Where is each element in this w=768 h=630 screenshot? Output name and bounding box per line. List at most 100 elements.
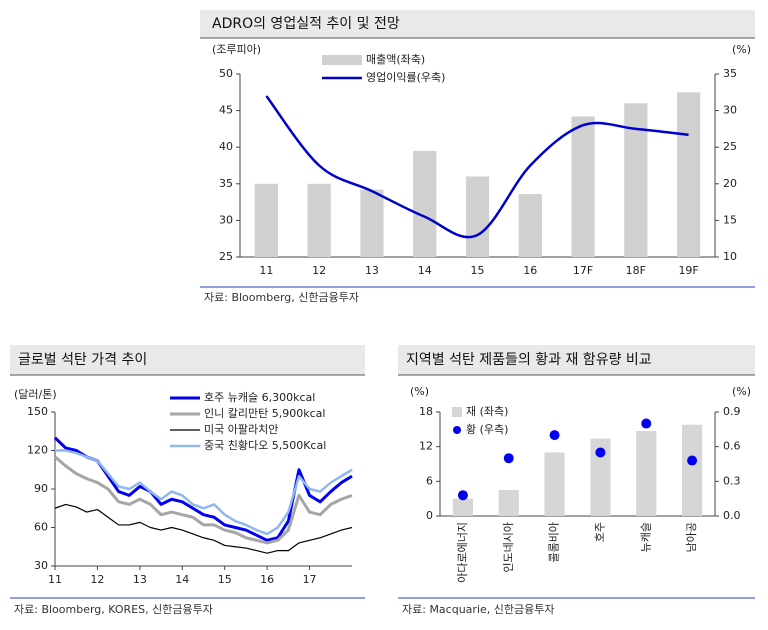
y-tick-label: 0 — [426, 509, 433, 522]
y-tick-label: 45 — [219, 104, 233, 117]
bar — [590, 438, 611, 516]
y-axis-label: (%) — [410, 385, 429, 398]
title-bar — [398, 345, 755, 375]
legend-label: 미국 아팔라치안 — [204, 423, 278, 436]
chart-title: 글로벌 석탄 가격 추이 — [18, 352, 147, 368]
y2-tick-label: 20 — [723, 177, 737, 190]
title-bar — [200, 10, 755, 38]
dot — [641, 418, 652, 429]
y-tick-label: 6 — [426, 474, 433, 487]
legend-swatch — [453, 426, 461, 434]
y2-tick-label: 30 — [723, 104, 737, 117]
x-tick-label: 인도네시아 — [502, 522, 515, 573]
bar — [254, 183, 278, 257]
bar — [360, 189, 384, 257]
x-tick-label: 13 — [365, 264, 379, 277]
x-tick-label: 16 — [260, 573, 274, 586]
x-tick-label: 뉴캐슬 — [639, 522, 652, 552]
x-tick-label: 15 — [218, 573, 232, 586]
bar — [624, 103, 648, 257]
y-tick-label: 30 — [34, 559, 48, 572]
legend-label: 호주 뉴캐슬 6,300kcal — [204, 391, 315, 404]
y2-tick-label: 15 — [723, 213, 737, 226]
x-tick-label: 호주 — [593, 522, 606, 542]
y2-tick-label: 35 — [723, 67, 737, 80]
bar — [307, 183, 331, 257]
x-tick-label: 아다로에너지 — [456, 522, 469, 583]
y2-axis-label: (%) — [732, 385, 751, 398]
y-tick-label: 50 — [219, 67, 233, 80]
line — [54, 455, 353, 545]
y2-axis-label: (%) — [732, 43, 751, 56]
y-axis-label: (달러/톤) — [14, 388, 57, 401]
x-tick-label: 19F — [678, 264, 698, 277]
legend-label: 영업이익률(우축) — [366, 71, 445, 84]
y-tick-label: 60 — [34, 521, 48, 534]
line — [55, 449, 353, 536]
bar — [413, 150, 437, 257]
x-tick-label: 14 — [175, 573, 189, 586]
legend-label: 재 (좌측) — [466, 405, 508, 418]
y-tick-label: 35 — [219, 177, 233, 190]
chart-title: 지역별 석탄 제품들의 황과 재 함유량 비교 — [406, 352, 652, 368]
x-tick-label: 11 — [259, 264, 273, 277]
source: 자료: Macquarie, 신한금융투자 — [402, 603, 554, 616]
bar — [498, 490, 519, 516]
bar — [465, 176, 490, 257]
dot — [687, 455, 698, 466]
y-tick-label: 90 — [34, 482, 48, 495]
line — [54, 503, 353, 554]
x-tick-label: 12 — [312, 264, 326, 277]
title-bar — [10, 345, 365, 375]
source: 자료: Bloomberg, 신한금융투자 — [204, 291, 359, 304]
y-tick-label: 12 — [419, 440, 433, 453]
legend-label: 매출액(좌축) — [366, 53, 425, 66]
y-tick-label: 120 — [27, 444, 48, 457]
bar — [452, 498, 473, 516]
legend-label: 황 (우측) — [466, 423, 508, 436]
legend-swatch — [452, 407, 462, 417]
y-tick-label: 30 — [219, 213, 233, 226]
y-axis-label: (조루피아) — [212, 43, 261, 56]
x-tick-label: 17 — [303, 573, 317, 586]
y-tick-label: 25 — [219, 250, 233, 263]
x-tick-label: 남아공 — [685, 522, 698, 552]
chart-2: 글로벌 석탄 가격 추이 (달러/톤) 자료: Bloomberg, KORES… — [10, 345, 365, 616]
legend-swatch — [322, 55, 362, 65]
legend-label: 중국 친황다오 5,500Kcal — [204, 439, 326, 452]
y2-tick-label: 0.6 — [723, 440, 741, 453]
bar — [636, 431, 657, 516]
y2-tick-label: 25 — [723, 140, 737, 153]
y-tick-label: 40 — [219, 140, 233, 153]
y2-tick-label: 0.9 — [723, 405, 741, 418]
x-tick-label: 13 — [133, 573, 147, 586]
bar — [571, 116, 595, 258]
bar — [544, 452, 565, 516]
bar — [682, 424, 703, 516]
dot — [503, 453, 514, 464]
x-tick-label: 11 — [48, 573, 62, 586]
y-tick-label: 150 — [27, 405, 48, 418]
x-tick-label: 15 — [471, 264, 485, 277]
bar — [677, 92, 701, 257]
y-tick-label: 18 — [419, 405, 433, 418]
source: 자료: Bloomberg, KORES, 신한금융투자 — [14, 603, 213, 616]
x-tick-label: 18F — [626, 264, 646, 277]
chart-3: 지역별 석탄 제품들의 황과 재 함유량 비교 (%) (%) 자료: Macq… — [398, 345, 755, 616]
x-tick-label: 17F — [573, 264, 593, 277]
chart-title: ADRO의 영업실적 추이 및 전망 — [212, 16, 400, 32]
x-tick-label: 14 — [418, 264, 432, 277]
legend-label: 인니 칼리만탄 5,900kcal — [204, 407, 325, 420]
x-tick-label: 12 — [90, 573, 104, 586]
dot — [549, 430, 560, 441]
line — [265, 95, 689, 239]
y2-tick-label: 0.3 — [723, 474, 741, 487]
chart-1: ADRO의 영업실적 추이 및 전망 (조루피아) (%) 자료: Bloomb… — [200, 10, 755, 304]
x-tick-label: 콜롬비아 — [548, 522, 561, 562]
bar — [518, 194, 542, 257]
dot — [595, 447, 606, 458]
dot — [457, 490, 468, 501]
y2-tick-label: 10 — [723, 250, 737, 263]
x-tick-label: 16 — [523, 264, 537, 277]
